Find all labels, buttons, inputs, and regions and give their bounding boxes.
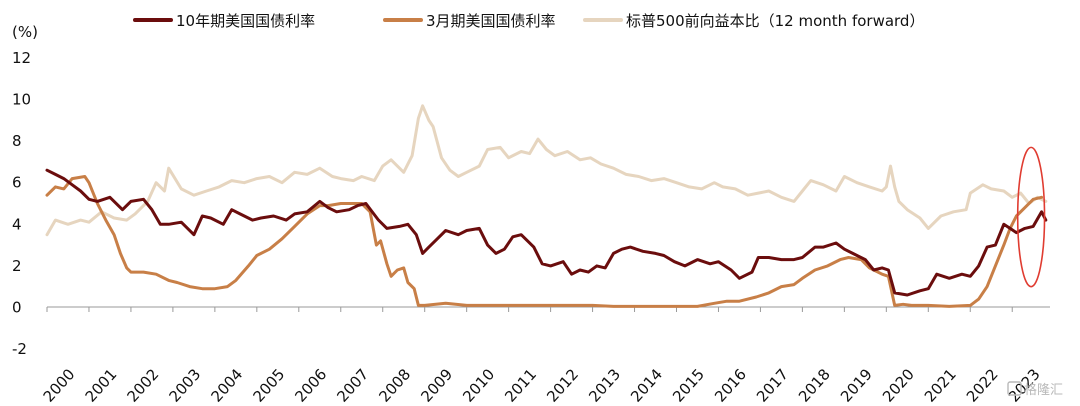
x-tick-label: 2001: [82, 365, 121, 405]
watermark-text: 格隆汇: [1024, 382, 1063, 398]
x-tick-label: 2019: [837, 365, 876, 405]
x-tick-label: 2003: [165, 365, 204, 405]
y-tick-label: 6: [12, 174, 22, 192]
annotation-layer: [1016, 146, 1046, 288]
x-tick-label: 2010: [459, 365, 498, 405]
x-tick-label: 2002: [124, 365, 163, 405]
legend: 10年期美国国债利率 3月期美国国债利率 标普500前向益本比（12 month f…: [133, 12, 924, 30]
y-unit-label: (%): [12, 23, 38, 41]
series-line-1: [45, 175, 1044, 308]
y-tick-label: 4: [12, 215, 22, 233]
highlight-ellipse: [1016, 146, 1046, 288]
legend-label: 3月期美国国债利率: [426, 12, 556, 30]
x-tick-label: 2013: [585, 365, 624, 405]
x-tick-label: 2004: [207, 365, 246, 405]
x-tick-label: 2008: [375, 365, 414, 405]
x-tick-label: 2012: [543, 365, 582, 405]
x-tick-label: 2018: [795, 365, 834, 405]
series-layer: [45, 104, 1048, 308]
x-tick-label: 2009: [417, 365, 456, 405]
x-tick-label: 2005: [249, 365, 288, 405]
x-tick-label: 2017: [753, 365, 792, 405]
y-axis-tick-labels: 12 10 8 6 4 2 0 -2: [12, 49, 31, 358]
y-tick-label: 2: [12, 257, 22, 275]
y-tick-label: 10: [12, 91, 31, 109]
y-tick-label: -2: [12, 340, 27, 358]
watermark: 格隆汇: [1007, 381, 1063, 398]
x-tick-label: 2000: [40, 365, 79, 405]
y-tick-label: 8: [12, 132, 22, 150]
legend-label: 标普500前向益本比（12 month forward）: [626, 12, 924, 30]
x-tick-label: 2015: [669, 365, 708, 405]
x-tick-label: 2022: [963, 365, 1002, 405]
y-tick-label: 12: [12, 49, 31, 67]
x-tick-label: 2014: [627, 365, 666, 405]
x-tick-label: 2020: [879, 365, 918, 405]
y-tick-label: 0: [12, 298, 22, 316]
series-line-2: [45, 104, 1048, 237]
legend-label: 10年期美国国债利率: [176, 12, 315, 30]
x-tick-label: 2006: [291, 365, 330, 405]
watermark-logo-icon: [1007, 381, 1022, 396]
x-tick-label: 2011: [501, 365, 540, 405]
x-axis: 2000 2001 2002 2003 2004 2005 2006 2007 2008 2009…: [40, 306, 1050, 406]
x-tick-label: 2021: [921, 365, 960, 405]
series-line-0: [45, 168, 1048, 297]
x-tick-label: 2007: [333, 365, 372, 405]
x-tick-label: 2016: [711, 365, 750, 405]
